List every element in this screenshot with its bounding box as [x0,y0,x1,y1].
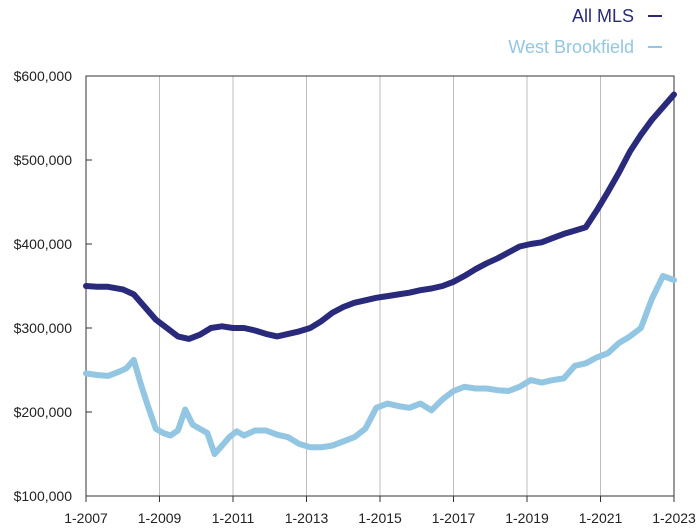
x-tick-label: 1-2021 [579,510,623,526]
y-tick-label: $300,000 [14,320,73,336]
x-tick-label: 1-2019 [505,510,549,526]
x-tick-label: 1-2009 [138,510,182,526]
x-tick-label: 1-2017 [432,510,476,526]
series-lines [83,91,677,457]
x-tick-label: 1-2011 [212,510,255,526]
y-tick-label: $200,000 [14,404,73,420]
x-tick-label: 1-2007 [64,510,108,526]
legend: All MLS West Brookfield [508,6,662,57]
series-line-west-brookfield [83,272,677,457]
y-tick-label: $100,000 [14,488,73,504]
legend-label-all-mls: All MLS [572,6,634,26]
x-tick-label: 1-2013 [285,510,329,526]
tick-labels: $100,000 $200,000 $300,000 $400,000 $500,000… [14,68,696,526]
legend-label-west-brookfield: West Brookfield [508,37,634,57]
y-tick-label: $600,000 [14,68,73,84]
series-line-all-mls [83,91,677,342]
x-tick-label: 1-2015 [358,510,402,526]
y-tick-label: $500,000 [14,152,73,168]
y-tick-label: $400,000 [14,236,73,252]
x-tick-label: 1-2023 [652,510,696,526]
